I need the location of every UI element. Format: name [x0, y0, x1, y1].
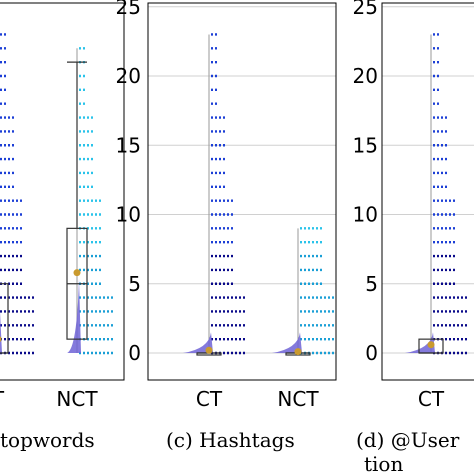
series-ct — [183, 33, 245, 356]
y-tick-label: 5 — [128, 272, 141, 296]
mean-marker — [294, 348, 302, 356]
box — [0, 283, 9, 354]
y-tick-label: 0 — [365, 341, 378, 365]
caption-user-mentions-line2: tion — [364, 452, 403, 474]
panel-hashtags: 0 5 10 15 20 25 CT NCT — [116, 0, 337, 411]
caption-topwords: topwords — [0, 428, 95, 452]
y-tick-label: 25 — [353, 0, 378, 19]
y-tick-label: 15 — [353, 133, 378, 157]
mean-marker — [427, 341, 435, 349]
plot-frame — [0, 2, 125, 381]
series-nct — [66, 47, 113, 355]
y-tick-label: 5 — [365, 272, 378, 296]
caption-hashtags: (c) Hashtags — [166, 428, 295, 452]
x-tick-label: CT — [196, 387, 223, 411]
panel-user-mentions: 0 5 10 15 20 25 CT — [353, 0, 474, 411]
mean-marker — [0, 336, 2, 343]
y-tick-label: 25 — [116, 0, 141, 19]
plot-frame — [381, 2, 474, 381]
plot-frame — [147, 2, 337, 381]
y-tick-label: 20 — [353, 64, 378, 88]
x-tick-label: CT — [418, 387, 445, 411]
y-tick-label: 20 — [116, 64, 141, 88]
violin-body — [405, 332, 435, 353]
mean-marker — [205, 346, 213, 354]
violin-body — [183, 332, 213, 353]
x-tick-label: T — [0, 387, 5, 411]
panel-topwords: T NCT — [0, 2, 125, 411]
violin-body — [67, 278, 81, 353]
y-tick-label: 10 — [353, 203, 378, 227]
x-tick-label: NCT — [56, 387, 98, 411]
mean-marker — [73, 269, 81, 277]
y-tick-label: 15 — [116, 133, 141, 157]
y-tick-label: 10 — [116, 203, 141, 227]
series-nct — [272, 227, 334, 356]
caption-user-mentions: (d) @User — [356, 428, 460, 452]
violin-body — [0, 311, 2, 353]
y-tick-label: 0 — [128, 341, 141, 365]
x-tick-label: NCT — [277, 387, 319, 411]
series-t — [0, 33, 34, 355]
violin-body — [272, 332, 302, 353]
series-ct — [405, 33, 467, 355]
